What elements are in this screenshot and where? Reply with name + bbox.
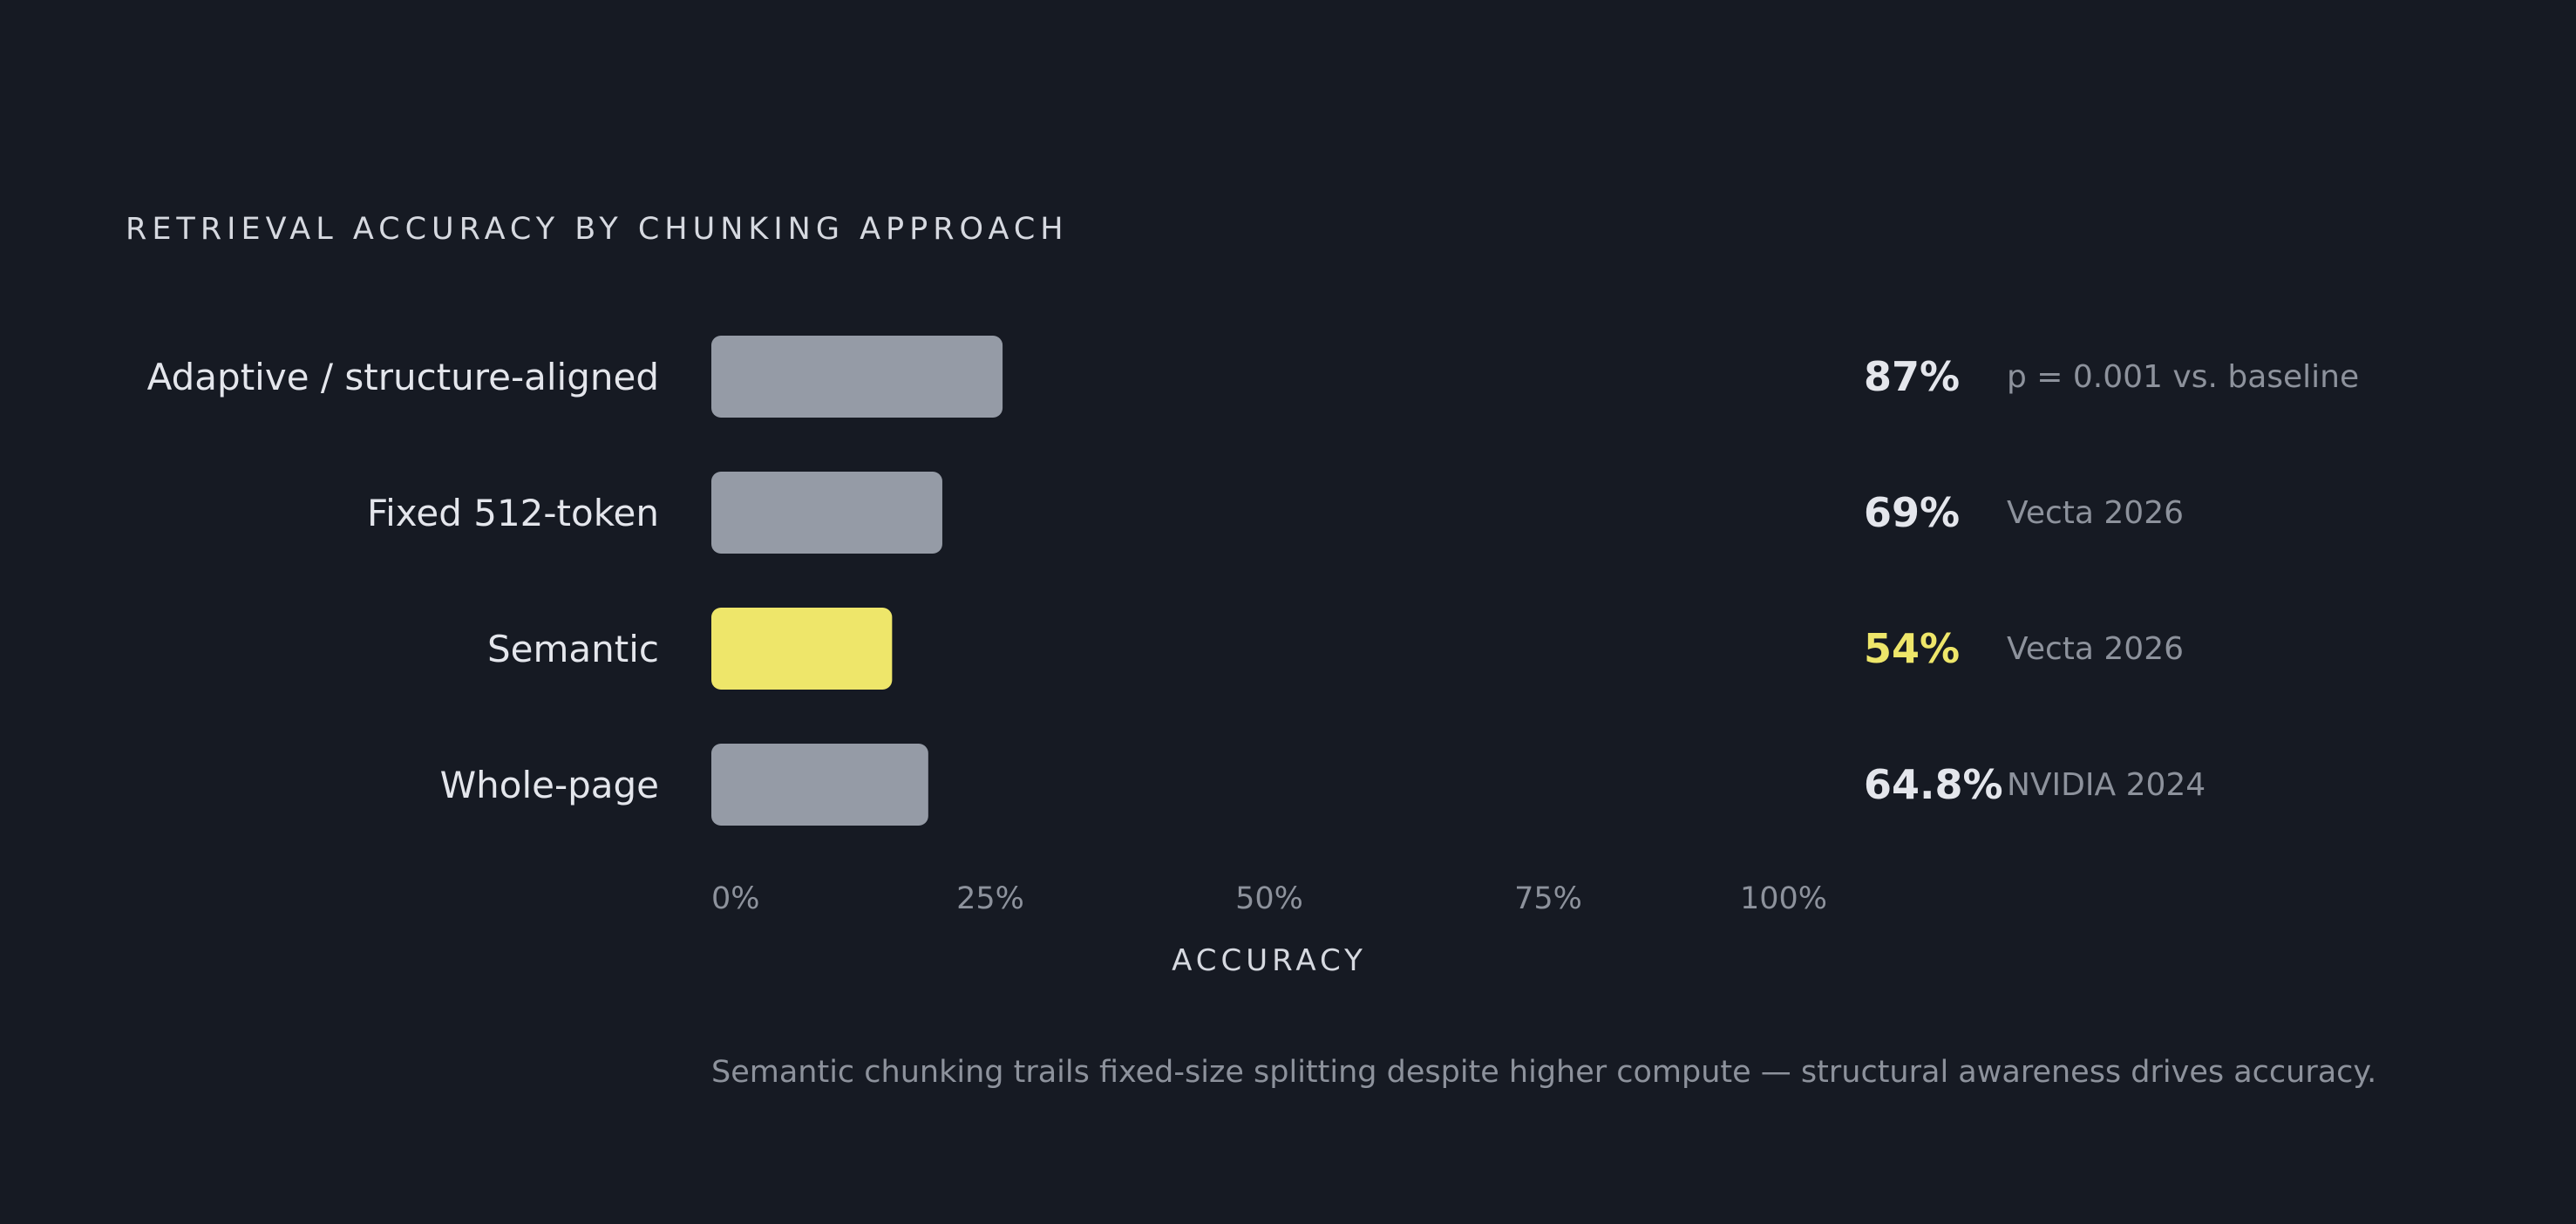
value-label-whole-page: 64.8% [1864,761,2003,808]
x-axis-label: ACCURACY [1172,943,1367,978]
x-tick-label-75: 75% [1514,881,1582,916]
x-tick-label-100: 100% [1740,881,1827,916]
source-label-adaptive-structure-aligned: p = 0.001 vs. baseline [2007,359,2359,395]
chart-title: RETRIEVAL ACCURACY BY CHUNKING APPROACH [126,212,1069,247]
category-label-whole-page: Whole-page [440,764,659,806]
x-tick-label-0: 0% [711,881,760,916]
value-label-fixed-512-token: 69% [1864,489,1960,536]
x-tick-label-25: 25% [956,881,1024,916]
source-label-fixed-512-token: Vecta 2026 [2007,495,2184,531]
value-label-adaptive-structure-aligned: 87% [1864,353,1960,400]
bar-adaptive-structure-aligned [711,336,1003,418]
source-label-whole-page: NVIDIA 2024 [2007,767,2206,803]
bar-semantic [711,608,893,690]
category-label-adaptive-structure-aligned: Adaptive / structure-aligned [147,356,659,398]
bar-fixed-512-token [711,472,942,554]
source-label-semantic: Vecta 2026 [2007,631,2184,667]
category-label-semantic: Semantic [487,628,659,670]
bar-whole-page [711,744,928,826]
x-tick-label-50: 50% [1235,881,1303,916]
value-label-semantic: 54% [1864,625,1960,672]
category-label-fixed-512-token: Fixed 512-token [367,492,659,534]
footnote: Semantic chunking trails fixed-size spli… [711,1055,2377,1090]
